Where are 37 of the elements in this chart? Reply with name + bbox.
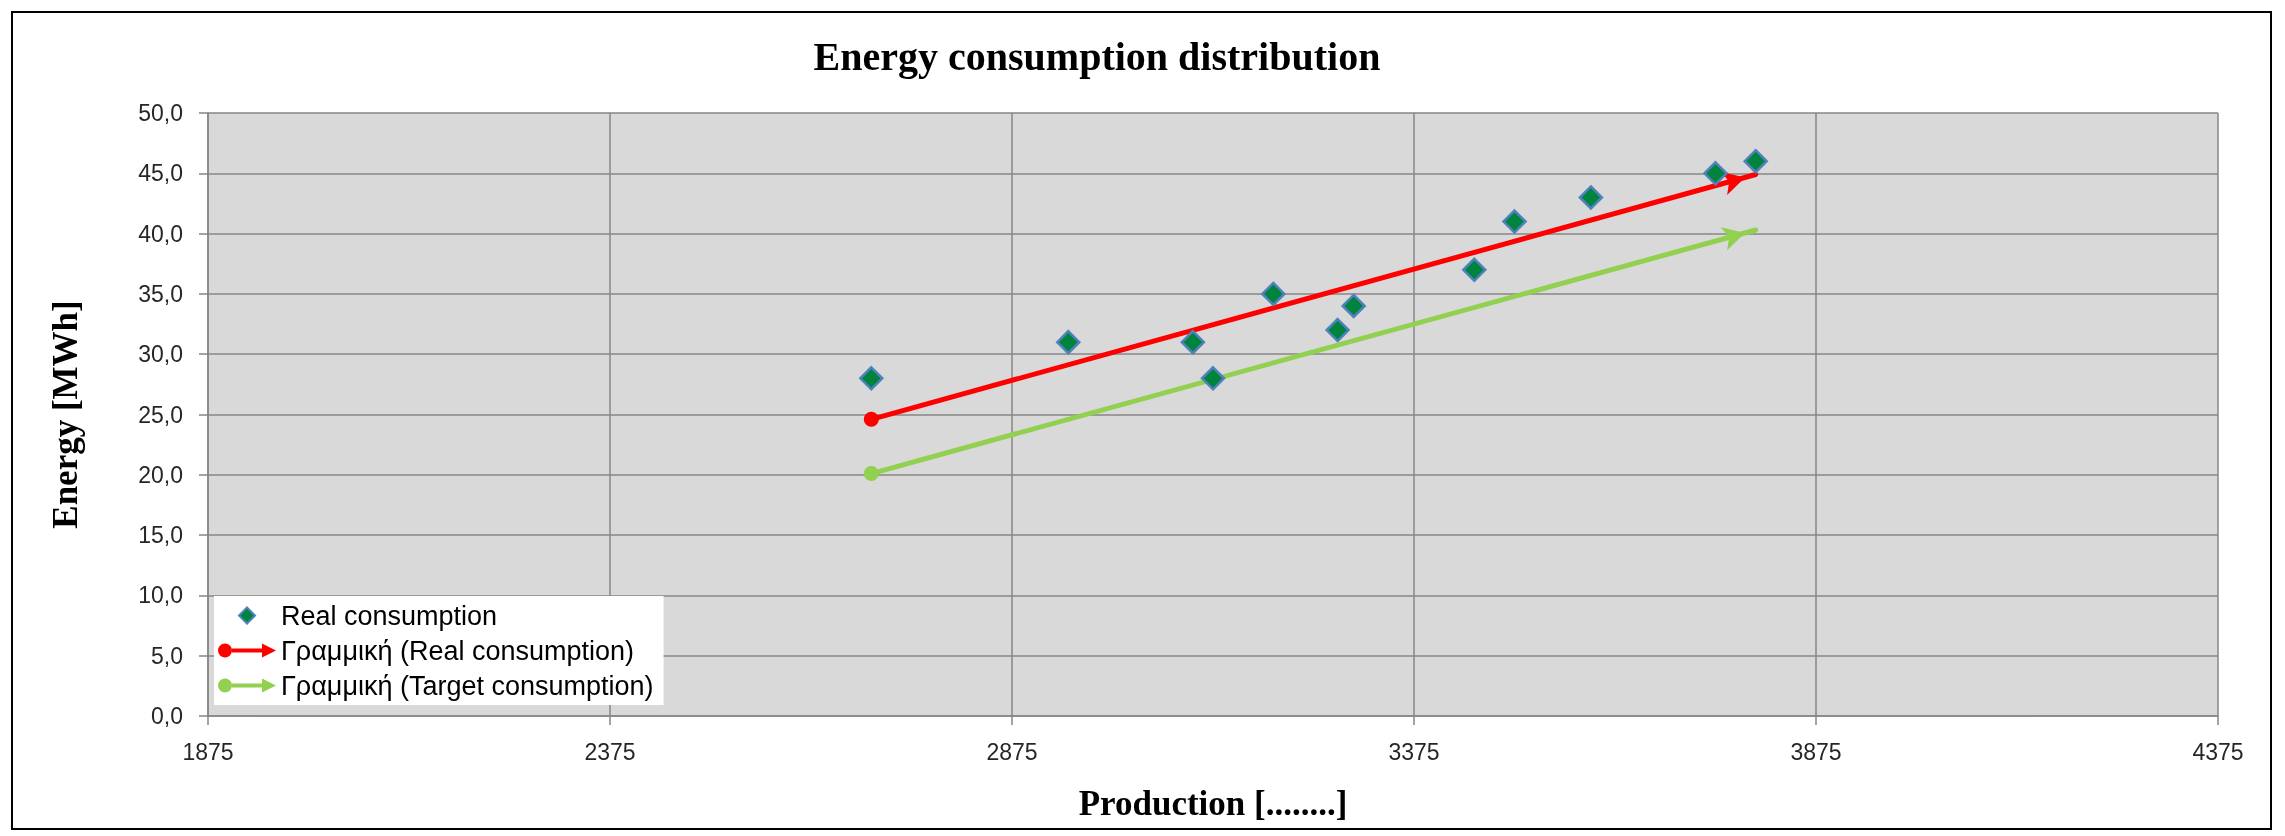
x-tick-label: 1875 [182,738,234,765]
x-tick-label: 4375 [2192,738,2244,765]
legend-label: Real consumption [281,600,498,631]
point [1743,148,1768,174]
y-tick-label: 45,0 [138,160,183,187]
point [1180,329,1206,355]
x-tick-label: 2375 [584,738,636,765]
y-tick-label: 50,0 [138,100,183,126]
point [1325,317,1350,343]
point [1200,366,1226,391]
point [859,366,884,391]
y-tick-label: 25,0 [138,401,183,428]
point [863,466,879,482]
y-tick-label: 30,0 [138,341,183,368]
y-tick-label: 5,0 [151,642,183,669]
chart-title: Energy consumption distribution [813,33,1381,79]
legend-label: Γραμμική (Real consumption) [281,635,635,666]
y-tick-label: 20,0 [138,461,183,488]
x-tick-label: 2875 [986,738,1038,765]
y-tick-label: 15,0 [138,522,183,549]
x-tick-label: 3375 [1388,738,1440,765]
point [1341,293,1366,319]
y-tick-label: 40,0 [138,220,183,247]
x-axis-title: Production [........] [1078,784,1348,823]
point [1462,257,1487,283]
legend-label: Γραμμική (Target consumption) [281,670,654,701]
point [1502,209,1527,234]
y-tick-label: 35,0 [138,280,183,307]
x-tick-label: 3875 [1790,738,1842,765]
point [863,411,879,427]
point [1703,161,1728,186]
y-tick-label: 0,0 [151,703,183,729]
y-axis-title: Energy [MWh] [46,300,85,529]
point [1056,329,1081,355]
y-tick-label: 10,0 [138,582,183,609]
point [1261,281,1286,307]
point [1578,185,1604,210]
